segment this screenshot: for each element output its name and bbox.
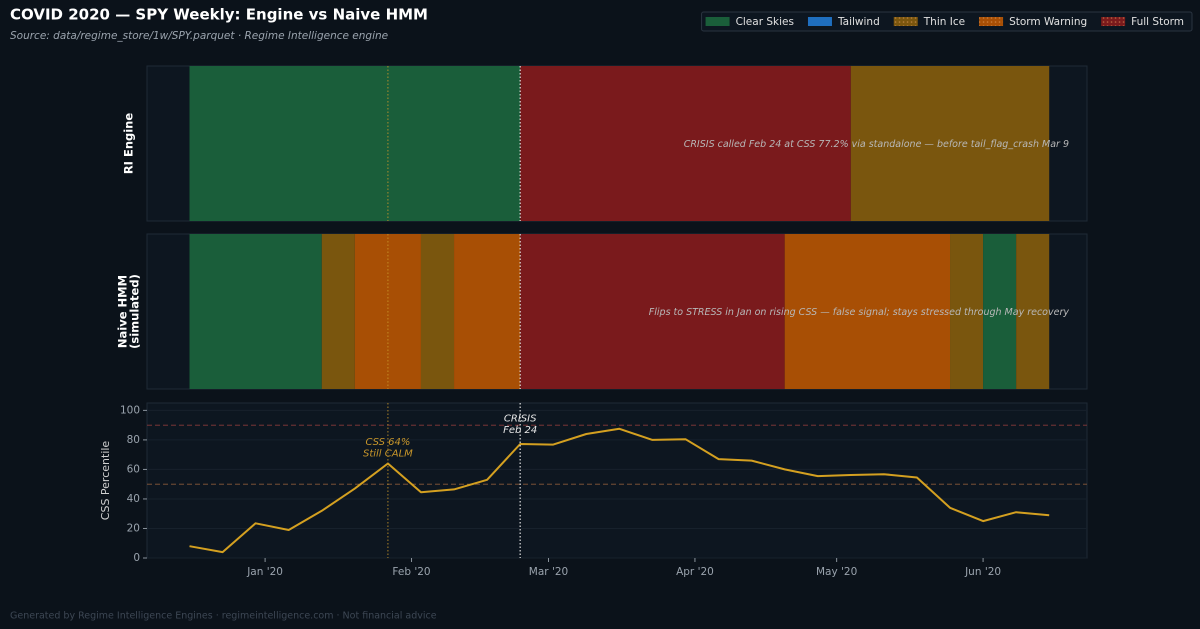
y-tick-label: 60 <box>127 463 140 475</box>
legend-label: Thin Ice <box>923 16 965 28</box>
regime-segment <box>850 66 1050 221</box>
panel-annotation: CRISIS called Feb 24 at CSS 77.2% via st… <box>684 139 1069 150</box>
chart-subtitle: Source: data/regime_store/1w/SPY.parquet… <box>10 30 388 42</box>
y-tick-label: 80 <box>127 434 140 446</box>
y-tick-label: 40 <box>127 493 140 505</box>
y-tick-label: 20 <box>127 522 140 534</box>
x-tick-label: Jun '20 <box>964 566 1001 578</box>
regime-segment <box>520 234 785 389</box>
legend-box <box>701 11 1193 32</box>
regime-segment <box>950 234 984 389</box>
legend-label: Storm Warning <box>1009 16 1087 28</box>
regime-segment <box>189 66 521 221</box>
regime-segment <box>1016 234 1050 389</box>
legend-label: Full Storm <box>1131 16 1184 28</box>
y-axis-label: Naive HMM <box>116 275 130 348</box>
y-tick-label: 0 <box>133 552 140 564</box>
regime-segment <box>454 234 521 389</box>
line-series <box>189 427 1050 554</box>
legend-swatch <box>705 17 730 26</box>
regime-segment <box>189 234 322 389</box>
regime-segment <box>321 234 355 389</box>
legend: Clear Skies Tailwind Thin Ice Storm Warning… <box>701 11 1193 32</box>
x-tick-label: Feb '20 <box>392 566 430 578</box>
x-tick-label: May '20 <box>816 566 857 578</box>
regime-segment <box>983 234 1017 389</box>
legend-swatch <box>807 17 832 26</box>
chart-title: COVID 2020 — SPY Weekly: Engine vs Naive… <box>10 6 428 24</box>
panel-bg <box>146 402 1088 559</box>
legend-label: Tailwind <box>837 16 880 28</box>
marker-label: Feb 24 <box>503 425 537 436</box>
x-tick-label: Mar '20 <box>529 566 568 578</box>
regime-segment <box>520 66 851 221</box>
legend-label: Clear Skies <box>736 16 794 28</box>
footer: Generated by Regime Intelligence Engines… <box>10 611 437 622</box>
legend-swatch <box>979 17 1004 26</box>
regime-segment <box>420 234 455 389</box>
marker-label: CRISIS <box>504 414 537 425</box>
y-axis-label: CSS Percentile <box>99 441 112 521</box>
y-tick-label: 100 <box>120 404 140 416</box>
panel-annotation: Flips to STRESS in Jan on rising CSS — f… <box>649 307 1070 318</box>
legend-swatch <box>893 17 918 26</box>
x-tick-label: Jan '20 <box>246 566 283 578</box>
marker-label: Still CALM <box>363 449 413 460</box>
legend-swatch <box>1101 17 1126 26</box>
x-tick-label: Apr '20 <box>676 566 714 578</box>
regime-segment <box>784 234 951 389</box>
y-axis-label: (simulated) <box>128 274 142 349</box>
y-axis-label: RI Engine <box>122 113 136 175</box>
